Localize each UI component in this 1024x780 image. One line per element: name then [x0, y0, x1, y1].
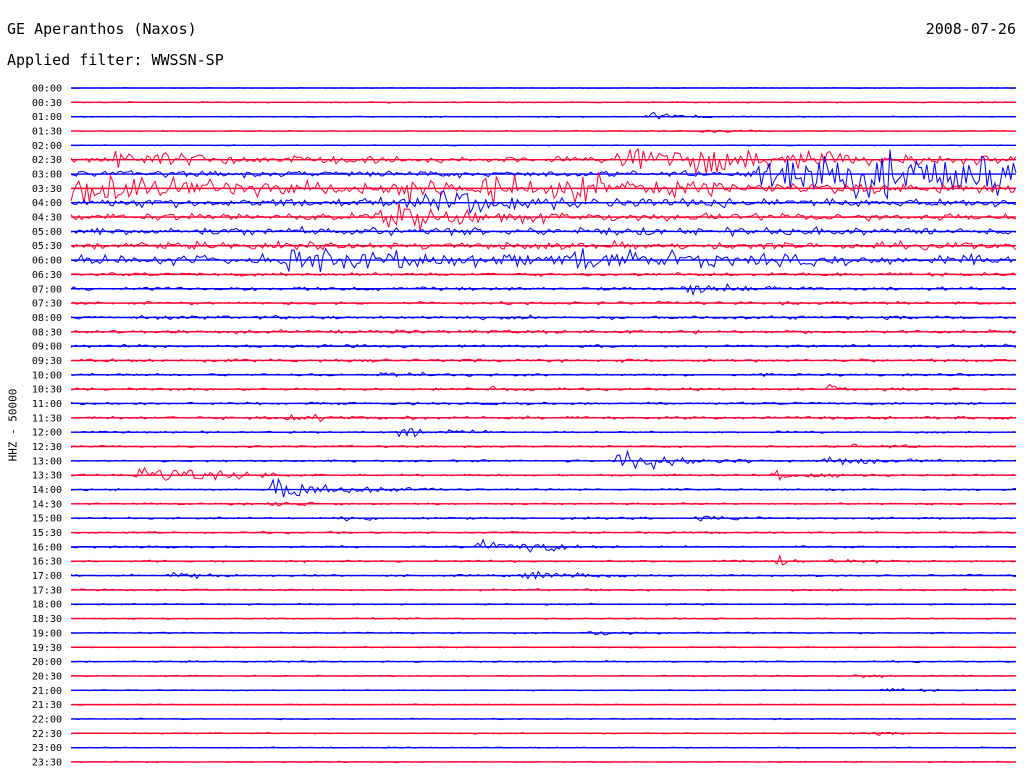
- time-tick-label: 19:00: [32, 628, 62, 639]
- time-tick-label: 16:30: [32, 557, 62, 568]
- time-tick-label: 14:30: [32, 499, 62, 510]
- time-tick-label: 23:00: [32, 743, 62, 754]
- time-tick-label: 01:00: [32, 112, 62, 123]
- time-tick-label: 03:00: [32, 170, 62, 181]
- seismic-trace-row: [70, 554, 1017, 566]
- seismic-trace-row: [70, 383, 1016, 392]
- time-tick-label: 00:00: [32, 84, 62, 95]
- time-tick-label: 19:30: [32, 643, 62, 654]
- time-tick-label: 13:00: [32, 456, 62, 467]
- time-tick-label: 18:30: [32, 614, 62, 625]
- time-tick-label: 11:00: [32, 399, 62, 410]
- time-tick-label: 00:30: [32, 98, 62, 109]
- seismic-trace-row: [70, 190, 1017, 215]
- time-tick-label: 21:00: [32, 686, 62, 697]
- seismic-trace-row: [70, 203, 1017, 231]
- time-tick-label: 08:00: [32, 313, 62, 324]
- time-tick-label: 07:00: [32, 284, 62, 295]
- time-tick-label: 17:30: [32, 585, 62, 596]
- time-tick-label: 10:30: [32, 385, 62, 396]
- time-tick-label: 04:00: [32, 198, 62, 209]
- time-tick-label: 09:00: [32, 342, 62, 353]
- time-tick-label: 10:00: [32, 370, 62, 381]
- seismic-trace-row: [70, 147, 1017, 175]
- seismic-trace-row: [70, 538, 1017, 553]
- time-tick-label: 11:30: [32, 413, 62, 424]
- time-tick-label: 03:30: [32, 184, 62, 195]
- time-tick-label: 15:30: [32, 528, 62, 539]
- time-tick-label: 21:30: [32, 700, 62, 711]
- seismic-trace-row: [70, 477, 1017, 498]
- time-tick-label: 12:30: [32, 442, 62, 453]
- date-label: 2008-07-26: [925, 20, 1016, 38]
- time-tick-label: 16:00: [32, 542, 62, 553]
- time-tick-label: 04:30: [32, 213, 62, 224]
- time-tick-label: 17:00: [32, 571, 62, 582]
- time-tick-label: 20:30: [32, 671, 62, 682]
- time-tick-label: 02:00: [32, 141, 62, 152]
- time-tick-label: 02:30: [32, 155, 62, 166]
- filter-label: Applied filter: WWSSN-SP: [7, 51, 224, 69]
- time-tick-label: 05:00: [32, 227, 62, 238]
- time-tick-label: 20:00: [32, 657, 62, 668]
- time-tick-label: 09:30: [32, 356, 62, 367]
- time-tick-label: 01:30: [32, 127, 62, 138]
- time-tick-label: 18:00: [32, 600, 62, 611]
- seismic-traces: [70, 86, 1017, 764]
- time-tick-label: 13:30: [32, 471, 62, 482]
- time-tick-label: 12:00: [32, 428, 62, 439]
- time-tick-label: 14:00: [32, 485, 62, 496]
- station-title: GE Aperanthos (Naxos): [7, 20, 197, 38]
- time-tick-label: 05:30: [32, 241, 62, 252]
- seismic-trace-row: [70, 225, 1017, 238]
- time-tick-labels: 00:00 00:30 01:00 01:30 02:00 02:30 03:00 03:30…: [32, 84, 62, 769]
- time-tick-label: 07:30: [32, 299, 62, 310]
- seismic-trace-row: [70, 111, 1017, 120]
- seismic-trace-row: [70, 149, 1017, 201]
- time-tick-label: 23:30: [32, 757, 62, 768]
- time-tick-label: 06:30: [32, 270, 62, 281]
- time-tick-label: 22:30: [32, 729, 62, 740]
- time-tick-label: 06:00: [32, 256, 62, 267]
- time-tick-label: 22:00: [32, 714, 62, 725]
- time-tick-label: 08:30: [32, 327, 62, 338]
- seismic-trace-row: [70, 466, 1017, 482]
- time-tick-label: 15:00: [32, 514, 62, 525]
